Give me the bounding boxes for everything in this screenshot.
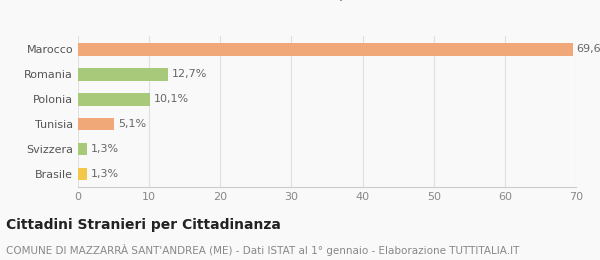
Bar [78,93,150,106]
Text: 12,7%: 12,7% [172,69,207,79]
Legend: Africa, Europa, America: Africa, Europa, America [204,0,450,3]
Bar [78,143,87,155]
Text: Cittadini Stranieri per Cittadinanza: Cittadini Stranieri per Cittadinanza [6,218,281,232]
Text: 5,1%: 5,1% [118,119,146,129]
Bar [78,118,114,131]
Bar [78,43,573,56]
Text: COMUNE DI MAZZARRÀ SANT'ANDREA (ME) - Dati ISTAT al 1° gennaio - Elaborazione TU: COMUNE DI MAZZARRÀ SANT'ANDREA (ME) - Da… [6,244,520,256]
Bar [78,168,87,180]
Text: 10,1%: 10,1% [154,94,188,104]
Text: 1,3%: 1,3% [91,169,119,179]
Text: 69,6%: 69,6% [577,44,600,55]
Text: 1,3%: 1,3% [91,144,119,154]
Bar [78,68,169,81]
